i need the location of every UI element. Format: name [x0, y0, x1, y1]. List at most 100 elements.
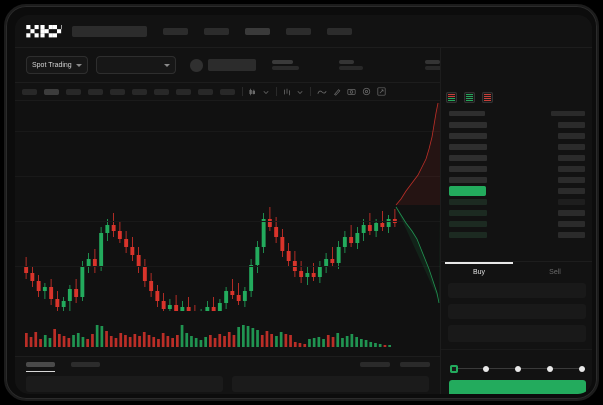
orderbook-bid-row[interactable]	[441, 196, 592, 207]
market-type-label: Spot Trading	[32, 61, 72, 69]
last-price-sub	[272, 66, 299, 70]
orders-action-1[interactable]	[360, 362, 390, 367]
orders-action-2[interactable]	[400, 362, 430, 367]
bid-price	[449, 198, 487, 205]
submit-buy-button[interactable]	[449, 380, 586, 394]
pair-avatar	[190, 58, 203, 72]
line-chart-icon[interactable]	[317, 88, 327, 96]
tab-order-history-label	[71, 362, 100, 367]
stat-1	[339, 60, 363, 70]
order-total-field[interactable]	[448, 325, 586, 342]
orders-panel-actions	[360, 362, 430, 367]
orderbook-ask-row[interactable]	[441, 119, 592, 130]
toolbar-divider-3	[310, 87, 311, 96]
nav-item-3[interactable]	[245, 27, 270, 35]
orderbook-bid-row[interactable]	[441, 207, 592, 218]
timeframe-button-6[interactable]	[132, 88, 147, 95]
percent-stop-25[interactable]	[483, 365, 489, 372]
nav-item-1[interactable]	[163, 27, 188, 35]
orders-card-2[interactable]	[232, 376, 429, 392]
orders-card-1[interactable]	[26, 376, 223, 392]
price-chart[interactable]	[15, 101, 440, 356]
percent-stop-75[interactable]	[547, 365, 553, 372]
order-summary-rows	[441, 338, 592, 361]
gridline	[15, 176, 440, 177]
bid-price	[449, 220, 487, 227]
chart-toolbar	[15, 83, 440, 101]
toolbar-divider-2	[276, 87, 277, 96]
volume-series	[25, 325, 391, 347]
timeframe-button-3[interactable]	[66, 88, 81, 95]
percent-stop-50[interactable]	[515, 365, 521, 372]
indicators-icon[interactable]	[283, 88, 291, 96]
tab-sell[interactable]: Sell	[549, 269, 561, 276]
chevron-down-icon[interactable]	[297, 89, 303, 95]
timeframe-button-7[interactable]	[154, 88, 169, 95]
search-input[interactable]	[72, 25, 147, 37]
pencil-icon[interactable]	[333, 88, 341, 96]
timeframe-button-8[interactable]	[176, 88, 191, 95]
orderbook-bid-row[interactable]	[441, 218, 592, 229]
tab-order-history[interactable]	[71, 362, 100, 367]
ask-price	[449, 165, 487, 172]
orderbook-list[interactable]	[441, 108, 592, 256]
stat-1-value	[339, 66, 363, 70]
market-type-dropdown[interactable]: Spot Trading	[26, 56, 88, 74]
okx-logo[interactable]	[26, 24, 62, 38]
orderbook-header-amount	[551, 111, 585, 116]
nav-item-4[interactable]	[286, 27, 311, 35]
summary-divider	[441, 349, 592, 350]
tab-open-orders[interactable]	[26, 362, 55, 372]
timeframe-button-10[interactable]	[220, 88, 235, 95]
orderbook-header-price	[449, 111, 485, 116]
orderbook-mode-switcher	[446, 92, 493, 103]
tab-buy[interactable]: Buy	[441, 262, 517, 283]
orderbook-asks-icon[interactable]	[482, 92, 493, 103]
candlestick-chart-icon[interactable]	[249, 88, 257, 96]
timeframe-button-5[interactable]	[110, 88, 125, 95]
ask-price	[449, 143, 487, 150]
bid-amount	[558, 209, 585, 216]
camera-icon[interactable]	[347, 87, 356, 96]
top-navigation-bar	[15, 15, 592, 48]
orderbook-ask-row[interactable]	[441, 163, 592, 174]
orders-panel	[15, 356, 440, 394]
orderbook-bid-row[interactable]	[441, 229, 592, 240]
percent-slider-handle[interactable]	[450, 364, 458, 373]
timeframe-button-9[interactable]	[198, 88, 213, 95]
settings-icon[interactable]	[362, 87, 371, 96]
orderbook-ask-row[interactable]	[441, 141, 592, 152]
chevron-down-icon[interactable]	[263, 89, 269, 95]
timeframe-button-2[interactable]	[44, 88, 59, 95]
nav-item-5[interactable]	[327, 27, 352, 35]
orderbook-ask-row[interactable]	[441, 130, 592, 141]
timeframe-button-1[interactable]	[22, 88, 37, 95]
fullscreen-icon[interactable]	[377, 87, 386, 96]
orders-panel-tabs	[26, 362, 100, 372]
orderbook-header	[441, 108, 592, 119]
tab-open-orders-label	[26, 362, 55, 367]
orderbook-both-icon[interactable]	[446, 92, 457, 103]
stat-2	[425, 60, 449, 70]
orderbook-trade-panel: Buy Sell	[440, 48, 592, 394]
timeframe-button-4[interactable]	[88, 88, 103, 95]
orderbook-ask-row[interactable]	[441, 174, 592, 185]
stat-2-label	[425, 60, 440, 64]
order-amount-field[interactable]	[448, 304, 586, 319]
ask-price	[449, 154, 487, 161]
ask-price	[449, 132, 487, 139]
toolbar-divider	[242, 87, 243, 96]
trading-pair-dropdown[interactable]	[96, 56, 176, 74]
order-price-field[interactable]	[448, 283, 586, 298]
orders-panel-cards	[26, 376, 429, 392]
nav-item-2[interactable]	[204, 27, 229, 35]
orderbook-ask-row[interactable]	[441, 152, 592, 163]
ask-amount	[558, 121, 585, 128]
orderbook-last-price-row	[441, 185, 592, 196]
bid-amount	[558, 198, 585, 205]
orderbook-bids-icon[interactable]	[464, 92, 475, 103]
percent-slider[interactable]	[450, 364, 586, 373]
percent-stop-100[interactable]	[579, 365, 585, 372]
depth-chart	[395, 103, 440, 303]
last-traded-price	[449, 185, 486, 196]
